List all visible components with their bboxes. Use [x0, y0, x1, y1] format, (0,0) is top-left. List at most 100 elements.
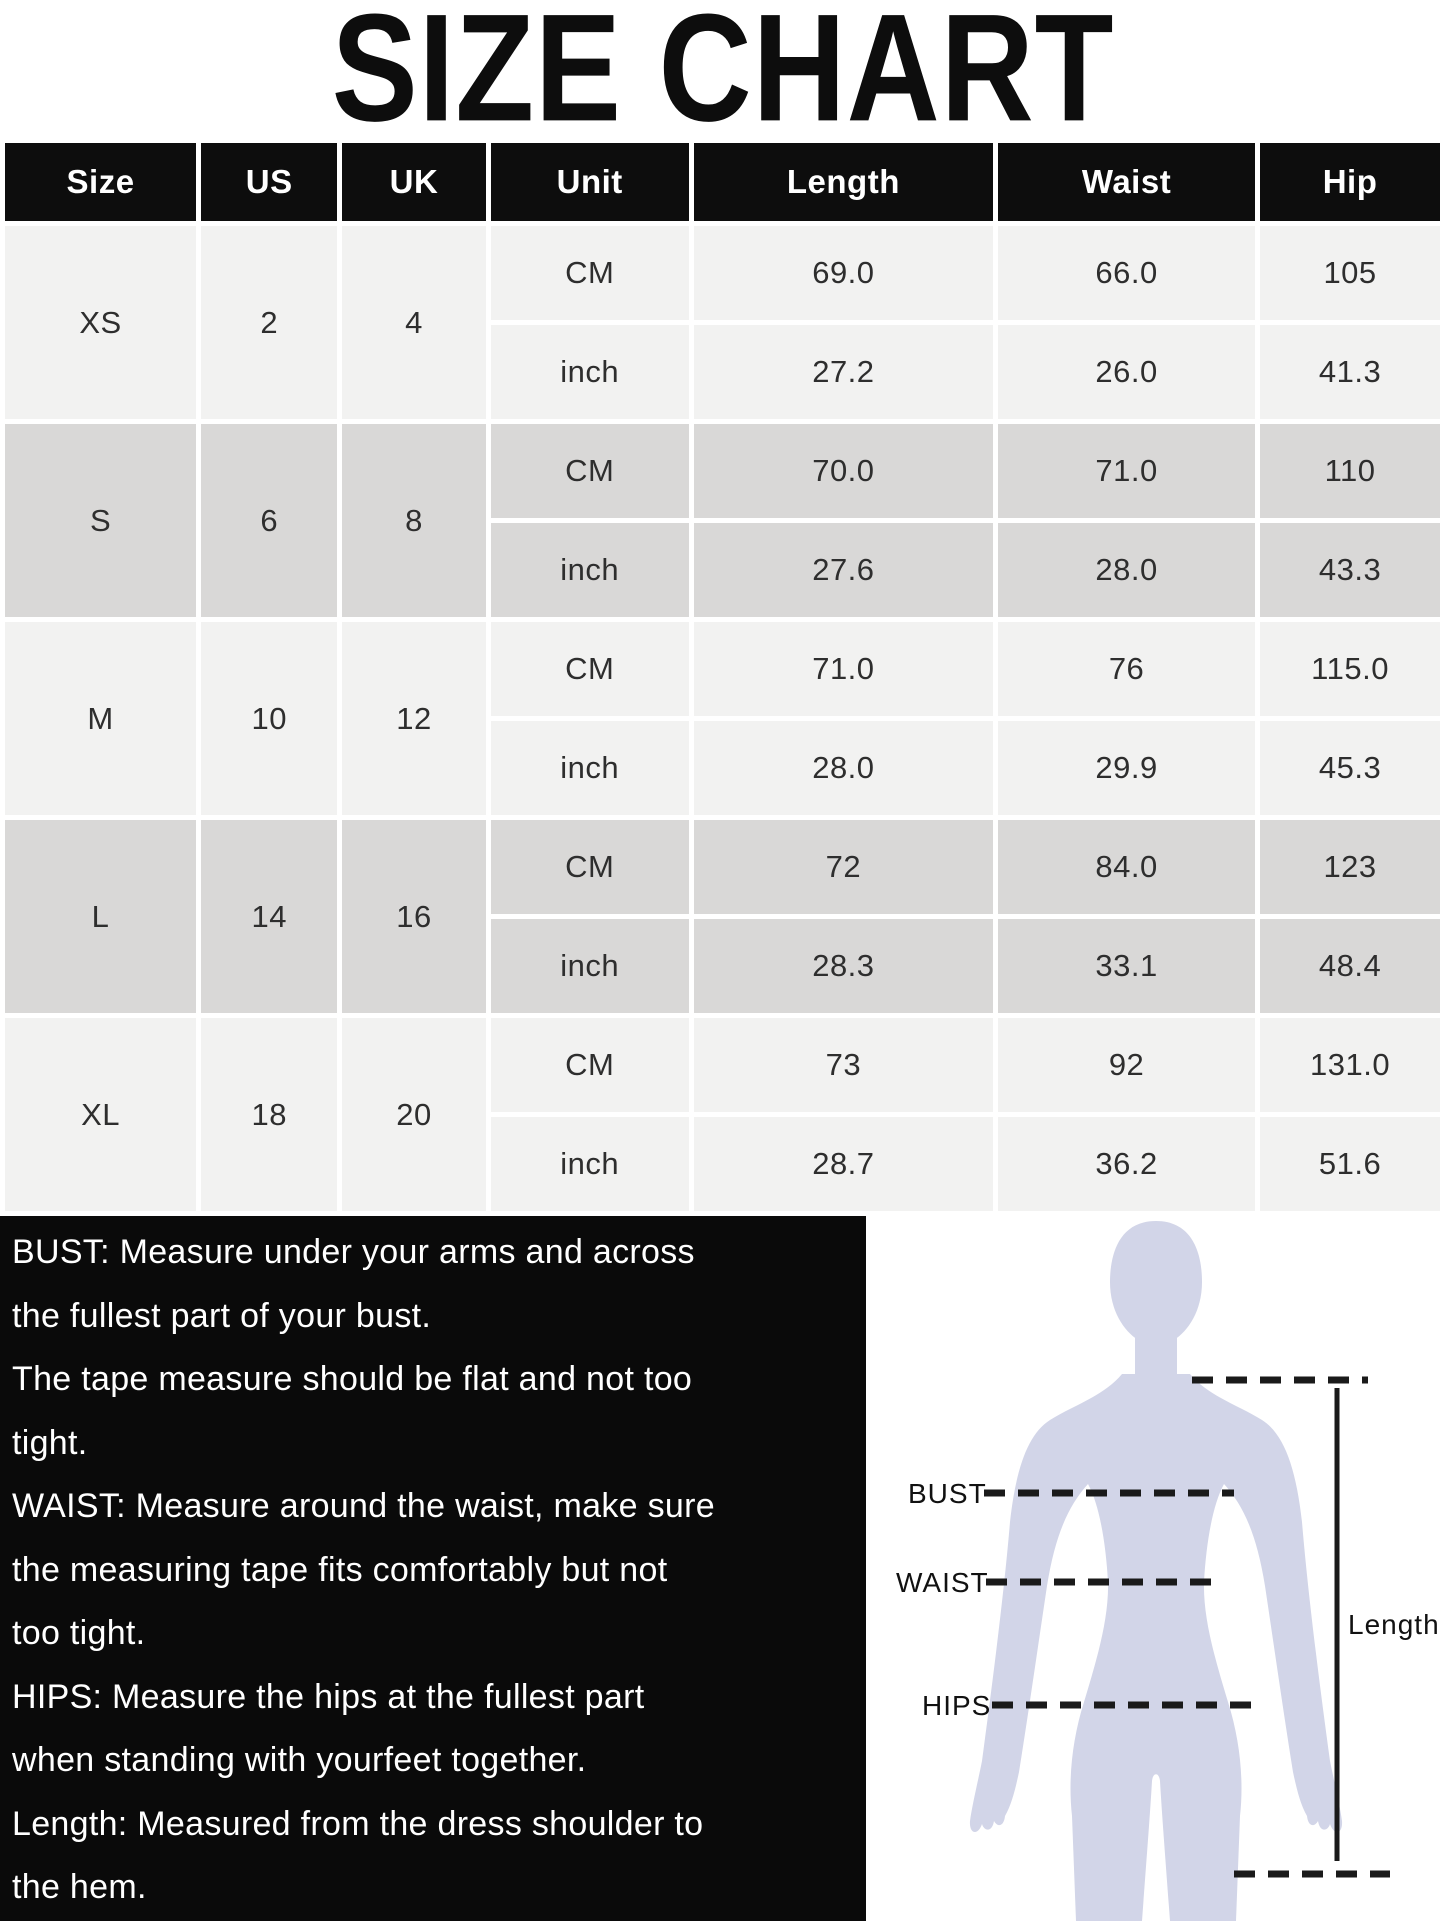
size-cell: L [5, 820, 197, 1013]
head-shape [1110, 1221, 1202, 1340]
waist-cell: 36.2 [998, 1117, 1256, 1211]
header-waist: Waist [998, 143, 1256, 221]
unit-cell: inch [490, 523, 689, 617]
instruction-line: too tight. [12, 1614, 146, 1652]
us-cell: 6 [201, 424, 338, 617]
table-header-row: Size US UK Unit Length Waist Hip [5, 143, 1440, 221]
header-unit: Unit [490, 143, 689, 221]
bust-label: BUST [908, 1478, 987, 1509]
size-cell: XL [5, 1018, 197, 1211]
unit-cell: CM [490, 424, 689, 518]
table-row: XL 18 20 CM 73 92 131.0 [5, 1018, 1440, 1211]
table-row: S 6 8 CM 70.0 71.0 110 [5, 424, 1440, 617]
waist-cell: 84.0 [998, 820, 1256, 914]
torso-arms-legs-shape [969, 1374, 1343, 1921]
hip-cell: 41.3 [1260, 325, 1440, 419]
title-wrap: SIZE CHART [0, 0, 1445, 153]
uk-cell: 12 [342, 622, 486, 815]
size-cell: S [5, 424, 197, 617]
length-cell: 69.0 [693, 226, 993, 320]
length-cell: 73 [693, 1018, 993, 1112]
uk-cell: 4 [342, 226, 486, 419]
instruction-line: the hem. [12, 1868, 147, 1906]
table-row: L 14 16 CM 72 84.0 123 [5, 820, 1440, 1013]
hips-label: HIPS [922, 1690, 991, 1721]
table-row: inch 27.2 26.0 41.3 [5, 325, 1440, 419]
waist-cell: 29.9 [998, 721, 1256, 815]
header-size: Size [5, 143, 197, 221]
hip-cell: 123 [1260, 820, 1440, 914]
instruction-line: the fullest part of your bust. [12, 1296, 432, 1335]
length-cell: 70.0 [693, 424, 993, 518]
hip-cell: 48.4 [1260, 919, 1440, 1013]
hip-cell: 51.6 [1260, 1117, 1440, 1211]
waist-label: WAIST [896, 1567, 989, 1598]
bottom-section: BUST: Measure under your arms and across… [0, 1216, 1445, 1921]
header-length: Length [693, 143, 993, 221]
page-title: SIZE CHART [331, 0, 1114, 153]
us-cell: 2 [201, 226, 338, 419]
instruction-line: when standing with yourfeet together. [12, 1741, 587, 1779]
waist-cell: 28.0 [998, 523, 1256, 617]
table-row: inch 28.0 29.9 45.3 [5, 721, 1440, 815]
table-row: inch 28.7 36.2 51.6 [5, 1117, 1440, 1211]
measurement-figure: BUST WAIST HIPS Length [866, 1216, 1445, 1921]
instruction-line: WAIST: Measure around the waist, make su… [12, 1487, 715, 1525]
instruction-line: Length: Measured from the dress shoulder… [12, 1804, 704, 1843]
header-us: US [201, 143, 338, 221]
length-cell: 27.2 [693, 325, 993, 419]
hip-cell: 105 [1260, 226, 1440, 320]
unit-cell: inch [490, 1117, 689, 1211]
length-cell: 28.3 [693, 919, 993, 1013]
unit-cell: inch [490, 325, 689, 419]
us-cell: 10 [201, 622, 338, 815]
length-cell: 27.6 [693, 523, 993, 617]
hip-cell: 110 [1260, 424, 1440, 518]
waist-cell: 26.0 [998, 325, 1256, 419]
waist-cell: 66.0 [998, 226, 1256, 320]
waist-cell: 33.1 [998, 919, 1256, 1013]
unit-cell: CM [490, 820, 689, 914]
waist-cell: 71.0 [998, 424, 1256, 518]
table-row: XS 2 4 CM 69.0 66.0 105 [5, 226, 1440, 419]
length-cell: 72 [693, 820, 993, 914]
size-cell: XS [5, 226, 197, 419]
header-uk: UK [342, 143, 486, 221]
length-cell: 28.0 [693, 721, 993, 815]
header-hip: Hip [1260, 143, 1440, 221]
table-row: inch 27.6 28.0 43.3 [5, 523, 1440, 617]
length-label: Length [1348, 1609, 1440, 1640]
length-cell: 71.0 [693, 622, 993, 716]
instruction-line: The tape measure should be flat and not … [12, 1360, 693, 1398]
length-cell: 28.7 [693, 1117, 993, 1211]
hip-cell: 115.0 [1260, 622, 1440, 716]
neck-shape [1135, 1324, 1177, 1378]
waist-cell: 76 [998, 622, 1256, 716]
hip-cell: 43.3 [1260, 523, 1440, 617]
uk-cell: 8 [342, 424, 486, 617]
unit-cell: CM [490, 1018, 689, 1112]
us-cell: 14 [201, 820, 338, 1013]
unit-cell: inch [490, 721, 689, 815]
measuring-instructions: BUST: Measure under your arms and across… [0, 1216, 866, 1921]
size-cell: M [5, 622, 197, 815]
instruction-line: tight. [12, 1423, 88, 1462]
table-row: M 10 12 CM 71.0 76 115.0 [5, 622, 1440, 815]
unit-cell: CM [490, 226, 689, 320]
waist-cell: 92 [998, 1018, 1256, 1112]
unit-cell: CM [490, 622, 689, 716]
us-cell: 18 [201, 1018, 338, 1211]
uk-cell: 20 [342, 1018, 486, 1211]
body-silhouette [969, 1221, 1343, 1921]
hip-cell: 131.0 [1260, 1018, 1440, 1112]
unit-cell: inch [490, 919, 689, 1013]
body-measurement-diagram: BUST WAIST HIPS Length [896, 1221, 1440, 1921]
instruction-line: the measuring tape fits comfortably but … [12, 1550, 668, 1589]
instruction-line: BUST: Measure under your arms and across [12, 1233, 695, 1271]
table-row: inch 28.3 33.1 48.4 [5, 919, 1440, 1013]
instruction-line: HIPS: Measure the hips at the fullest pa… [12, 1677, 645, 1716]
hip-cell: 45.3 [1260, 721, 1440, 815]
uk-cell: 16 [342, 820, 486, 1013]
size-table: Size US UK Unit Length Waist Hip XS 2 4 … [0, 138, 1445, 1216]
